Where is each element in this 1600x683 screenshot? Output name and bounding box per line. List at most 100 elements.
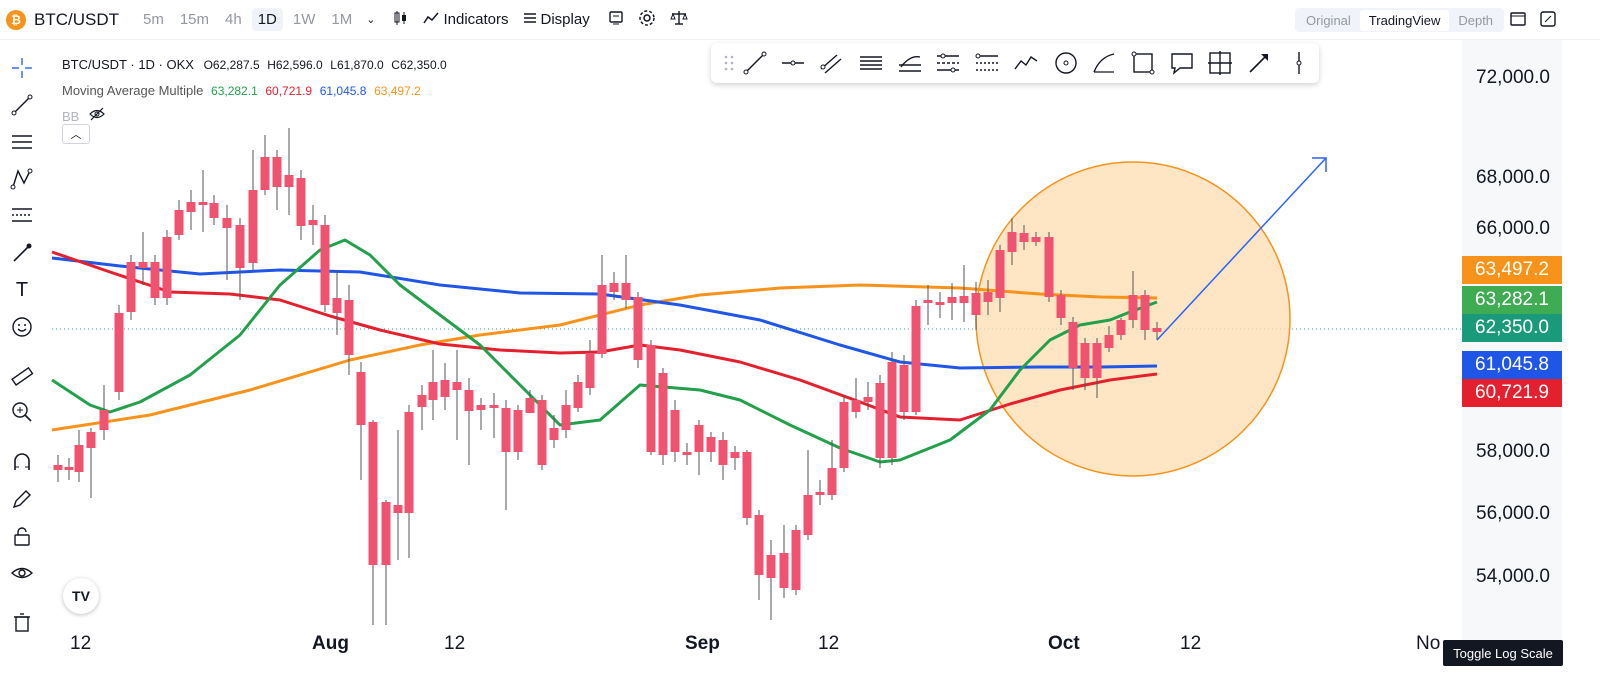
- candle: [344, 285, 354, 375]
- x-tick-label: Oct: [1048, 633, 1080, 654]
- pencil-lock-icon[interactable]: [8, 485, 36, 513]
- candle-body: [404, 412, 414, 513]
- trend-line-icon[interactable]: [8, 91, 36, 119]
- view-mode-tradingview[interactable]: TradingView: [1359, 9, 1450, 31]
- chevron-down-icon[interactable]: ⌄: [366, 14, 376, 26]
- rectangle-icon[interactable]: [1129, 49, 1157, 77]
- trash-icon[interactable]: [8, 608, 36, 636]
- price-label: 60,721.9: [1462, 379, 1562, 407]
- fib-extension-icon[interactable]: [973, 49, 1001, 77]
- x-tick-label: 12: [1180, 633, 1202, 654]
- balance-scale-icon[interactable]: [669, 10, 688, 30]
- candle-body: [356, 372, 366, 425]
- candle-body: [585, 353, 595, 388]
- vertical-line-icon[interactable]: [1285, 49, 1313, 77]
- candle-body: [513, 410, 523, 452]
- fib-retracement-icon[interactable]: [8, 202, 36, 230]
- indicator-name[interactable]: Moving Average Multiple: [62, 83, 204, 98]
- candle: [356, 362, 366, 480]
- candle: [947, 283, 957, 320]
- candle: [1056, 290, 1066, 325]
- grid-box-icon[interactable]: [1206, 49, 1234, 77]
- indicators-button[interactable]: Indicators: [423, 11, 509, 29]
- candle: [198, 170, 208, 232]
- gear-icon[interactable]: [638, 9, 656, 31]
- candle-body: [609, 283, 619, 292]
- projection-arrow-line: [1156, 157, 1327, 341]
- candle-body: [839, 402, 849, 468]
- parallel-channel-icon[interactable]: [817, 49, 845, 77]
- candle-body: [296, 178, 306, 226]
- eye-icon[interactable]: [8, 559, 36, 587]
- fib-icon[interactable]: [934, 49, 962, 77]
- candle-body: [476, 405, 486, 410]
- candle: [138, 232, 148, 285]
- window-icon[interactable]: [1510, 12, 1526, 30]
- collapse-legend-button[interactable]: ︿: [62, 124, 90, 144]
- magnet-icon[interactable]: [8, 448, 36, 476]
- arrow-icon[interactable]: [1245, 49, 1273, 77]
- candles-type-icon[interactable]: [393, 10, 409, 30]
- candle-body: [851, 400, 861, 412]
- candle: [162, 230, 172, 305]
- timeframe-5m[interactable]: 5m: [143, 11, 164, 28]
- candle: [791, 525, 801, 595]
- horizontal-ray-icon[interactable]: [779, 49, 807, 77]
- display-button[interactable]: Display: [523, 11, 590, 28]
- candle-body: [209, 203, 219, 218]
- curve-icon[interactable]: [1090, 49, 1118, 77]
- view-mode-depth[interactable]: Depth: [1458, 12, 1494, 28]
- trend-line-icon[interactable]: [741, 49, 769, 77]
- candle: [1128, 271, 1138, 328]
- bb-label[interactable]: BB: [62, 109, 80, 124]
- zoom-in-icon[interactable]: [8, 398, 36, 426]
- drag-handle-icon[interactable]: [715, 49, 743, 77]
- candle-body: [754, 515, 764, 575]
- text-tool-icon[interactable]: T: [15, 278, 29, 301]
- display-label: Display: [540, 11, 590, 28]
- eye-hidden-icon[interactable]: [89, 104, 106, 129]
- drawing-toolbar: T: [0, 40, 44, 683]
- candle: [706, 432, 716, 462]
- candle: [959, 265, 969, 322]
- horizontal-lines-icon[interactable]: [8, 128, 36, 156]
- view-mode-original[interactable]: Original: [1306, 12, 1351, 28]
- x-tick-label: 12: [444, 633, 466, 654]
- symbol-name[interactable]: BTC/USDT: [34, 9, 119, 29]
- circle-icon[interactable]: [1052, 49, 1080, 77]
- candle: [1068, 317, 1078, 390]
- candle: [272, 150, 282, 210]
- template-icon[interactable]: [608, 10, 624, 30]
- candle: [803, 450, 813, 540]
- candle: [320, 215, 330, 312]
- callout-icon[interactable]: [1168, 49, 1196, 77]
- candle-body: [911, 306, 921, 412]
- pattern-icon[interactable]: [8, 165, 36, 193]
- candle: [561, 390, 571, 438]
- lock-icon[interactable]: [8, 522, 36, 550]
- ruler-icon[interactable]: [8, 362, 36, 390]
- candle-body: [694, 425, 704, 452]
- candle: [489, 393, 499, 438]
- polyline-icon[interactable]: [1012, 49, 1040, 77]
- timeframe-list: 5m 15m 4h 1D 1W 1M: [137, 8, 362, 31]
- tradingview-logo[interactable]: TV: [63, 578, 99, 614]
- x-tick-label: 12: [818, 633, 840, 654]
- fan-icon[interactable]: [896, 49, 924, 77]
- candle-body: [428, 382, 438, 400]
- timeframe-1m[interactable]: 1M: [331, 11, 353, 28]
- candle: [995, 245, 1005, 312]
- emoji-icon[interactable]: [8, 313, 36, 341]
- timeframe-4h[interactable]: 4h: [225, 11, 242, 28]
- timeframe-15m[interactable]: 15m: [179, 11, 210, 28]
- fullscreen-icon[interactable]: [1540, 11, 1556, 31]
- brush-icon[interactable]: [8, 239, 36, 267]
- lines-icon[interactable]: [857, 49, 885, 77]
- timeframe-1w[interactable]: 1W: [292, 11, 316, 28]
- crosshair-icon[interactable]: [8, 54, 36, 82]
- candle: [597, 255, 607, 358]
- candle-body: [1128, 295, 1138, 320]
- timeframe-1d[interactable]: 1D: [251, 8, 283, 31]
- candle-body: [621, 283, 631, 300]
